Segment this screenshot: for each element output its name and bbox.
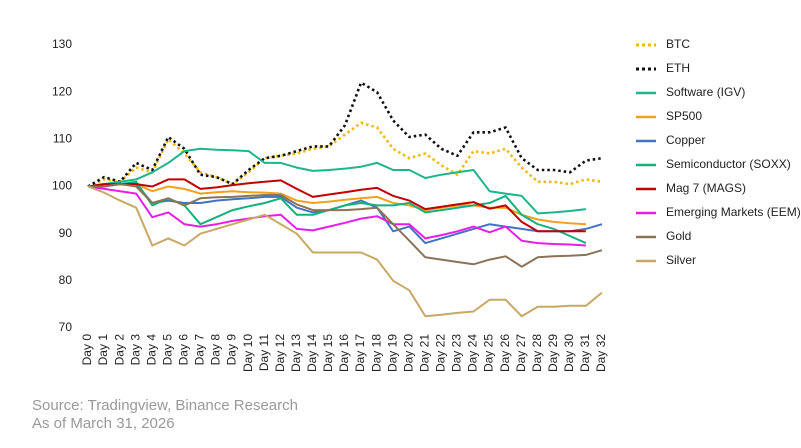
series-line [87,121,603,188]
y-tick-label: 80 [59,273,73,287]
x-tick-label: Day 25 [482,334,496,372]
legend-label: ETH [666,61,690,75]
y-tick-label: 100 [52,179,72,193]
y-tick-label: 120 [52,84,72,98]
y-tick-label: 90 [59,226,73,240]
legend-label: Copper [666,133,705,147]
x-tick-label: Day 18 [369,334,383,372]
x-tick-label: Day 30 [562,334,576,372]
series-line [87,178,586,233]
y-tick-label: 110 [53,132,72,146]
series-line [87,81,603,188]
x-tick-label: Day 26 [498,334,512,372]
series-line [88,183,603,268]
x-tick-label: Day 13 [289,334,303,372]
x-tick-label: Day 1 [96,334,110,366]
x-tick-label: Day 20 [401,334,415,372]
x-tick-label: Day 2 [112,334,126,366]
legend-label: Software (IGV) [666,85,745,99]
source: Source: Tradingview, Binance Research [32,397,298,414]
y-tick-label: 70 [59,320,73,334]
x-tick-label: Day 5 [160,334,174,366]
x-tick-label: Day 14 [305,334,319,372]
x-tick-label: Day 3 [128,334,142,366]
x-tick-label: Day 31 [578,334,592,372]
x-tick-label: Day 10 [241,334,255,372]
legend-label: Gold [666,229,691,243]
x-tick-label: Day 23 [450,334,464,372]
x-tick-label: Day 7 [193,334,207,366]
x-tick-label: Day 28 [530,334,544,372]
legend-label: Emerging Markets (EEM) [666,205,801,219]
x-tick-label: Day 15 [321,334,335,372]
series-line [87,183,586,226]
x-tick-label: Day 32 [594,334,608,372]
series-line [87,147,587,215]
y-tick-label: 130 [52,37,72,51]
x-tick-label: Day 21 [417,334,431,372]
x-tick-label: Day 17 [353,334,367,372]
series-line [87,185,586,247]
x-tick-label: Day 22 [434,334,448,372]
series-line [87,185,603,318]
x-tick-label: Day 11 [257,334,271,371]
x-tick-label: Day 16 [337,334,351,372]
legend-label: SP500 [666,109,702,123]
x-tick-label: Day 24 [466,334,480,372]
x-tick-label: Day 8 [209,334,223,366]
legend-label: Silver [666,253,696,267]
x-tick-label: Day 6 [177,334,191,366]
x-tick-label: Day 19 [385,334,399,372]
legend-label: Mag 7 (MAGS) [666,181,746,195]
legend-label: BTC [666,37,690,51]
x-tick-label: Day 29 [546,334,560,372]
x-tick-label: Day 27 [514,334,528,372]
x-tick-label: Day 12 [273,334,287,372]
x-tick-label: Day 4 [144,334,158,366]
x-tick-label: Day 9 [225,334,239,366]
as-of: As of March 31, 2026 [32,415,175,432]
legend-label: Semiconductor (SOXX) [666,157,791,171]
x-tick-label: Day 0 [80,334,94,366]
